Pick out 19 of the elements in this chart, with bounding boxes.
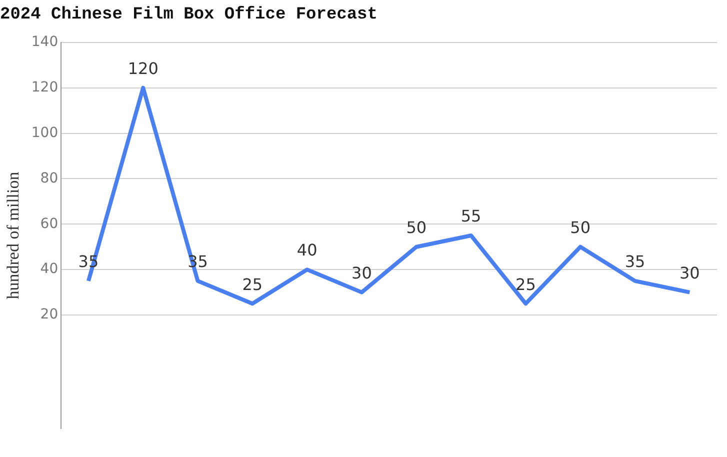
chart-title: 2024 Chinese Film Box Office Forecast <box>0 5 378 24</box>
data-label: 30 <box>352 263 372 282</box>
y-axis-title: hundred of million <box>4 171 23 300</box>
y-tick-label: 60 <box>40 216 58 232</box>
y-tick-label: 80 <box>40 170 58 186</box>
data-label: 50 <box>570 218 591 238</box>
data-label: 50 <box>406 218 427 238</box>
data-label: 120 <box>128 58 158 78</box>
y-tick-label: 120 <box>31 79 58 96</box>
y-tick-label: 20 <box>40 306 58 323</box>
y-tick-label: 140 <box>31 34 58 50</box>
data-label: 35 <box>624 252 646 272</box>
data-label: 25 <box>242 274 263 294</box>
data-label: 55 <box>460 206 482 226</box>
y-tick-label: 40 <box>40 261 58 278</box>
data-label: 25 <box>516 274 536 294</box>
data-label: 30 <box>679 263 700 282</box>
y-tick-label: 100 <box>31 124 58 141</box>
data-label: 40 <box>296 240 318 260</box>
